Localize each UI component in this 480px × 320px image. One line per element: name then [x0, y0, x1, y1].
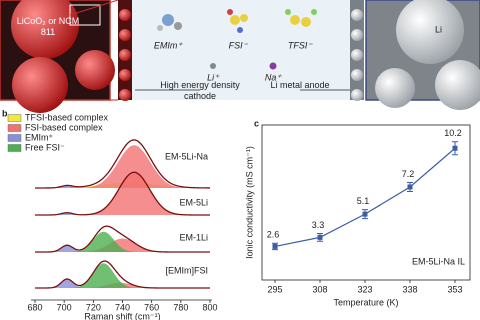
annotation: EM-5Li-Na IL — [412, 256, 465, 266]
data-label: 2.6 — [267, 230, 280, 240]
x-tick-label: 308 — [312, 284, 327, 294]
component-peak — [35, 238, 210, 252]
component-peak — [35, 279, 210, 288]
panel-c: c 295 308 323 338 353 Temperature (K) Ionic con… — [244, 118, 471, 307]
component-peak — [35, 185, 210, 188]
legend-label: FSI-based complex — [25, 122, 103, 132]
fit-line — [35, 139, 211, 189]
data-point — [362, 211, 368, 217]
legend-label: EMIm⁺ — [25, 132, 53, 142]
legend-label: Free FSI⁻ — [25, 142, 65, 152]
molecule-icons — [157, 9, 317, 70]
x-tick-label: 720 — [86, 302, 101, 312]
anode-label: Li metal anode — [270, 80, 330, 90]
component-peak — [35, 145, 210, 188]
anode-illustration — [365, 0, 480, 110]
data-label: 3.3 — [312, 220, 325, 230]
anode-material: Li — [435, 24, 442, 34]
data-point — [407, 184, 413, 190]
fit-line — [35, 225, 210, 253]
ion-label: EMIm⁺ — [154, 40, 183, 50]
panel-letter: b — [2, 108, 8, 118]
x-tick-label: 740 — [115, 302, 130, 312]
data-point — [452, 145, 458, 151]
legend-swatch — [7, 114, 22, 122]
x-tick-label: 760 — [144, 302, 159, 312]
legend-swatch — [7, 124, 22, 132]
x-tick-label: 353 — [447, 284, 462, 294]
cathode-illustration — [0, 0, 115, 113]
legend-swatch — [7, 144, 22, 152]
data-point — [272, 243, 278, 249]
x-tick-label: 338 — [402, 284, 417, 294]
data-label: 7.2 — [402, 169, 415, 179]
x-tick-label: 295 — [267, 284, 282, 294]
panel-letter: c — [254, 118, 259, 128]
cathode-material: LiCoO₂ or NCM 811 — [16, 16, 80, 37]
ion-label: Na⁺ — [265, 72, 283, 82]
x-tick-label: 680 — [27, 302, 42, 312]
fit-line — [35, 171, 210, 216]
ion-label: Li⁺ — [207, 72, 220, 82]
zoom-line — [69, 0, 119, 16]
ion-label: TFSI⁻ — [288, 40, 313, 50]
data-label: 5.1 — [357, 196, 370, 206]
component-peak — [35, 245, 210, 252]
sample-label: EM-5Li — [179, 197, 208, 207]
x-tick-label: 323 — [357, 284, 372, 294]
component-peak — [35, 212, 210, 215]
y-axis-label: Ionic conductivity (mS cm⁻¹) — [244, 146, 254, 259]
sample-label: EM-5Li-Na — [165, 151, 208, 161]
ion-label: FSI⁻ — [229, 40, 249, 50]
x-axis-label: Temperature (K) — [333, 297, 398, 307]
sample-label: EM-1Li — [179, 232, 208, 242]
x-tick-label: 780 — [173, 302, 188, 312]
x-tick-label: 700 — [57, 302, 72, 312]
cathode-label: High energy density cathode — [160, 80, 240, 101]
data-label: 10.2 — [444, 128, 462, 138]
x-tick-label: 800 — [202, 302, 217, 312]
cathode-edge — [118, 0, 132, 101]
legend-swatch — [7, 134, 22, 142]
data-point — [317, 234, 323, 240]
component-peak — [35, 172, 210, 215]
fit-line — [35, 260, 210, 289]
anode-edge — [350, 0, 364, 101]
sample-label: [EMIm]FSI — [166, 265, 209, 275]
plot-frame — [261, 124, 471, 281]
x-axis-label: Raman shift (cm⁻¹) — [84, 311, 160, 320]
legend-label: TFSI-based complex — [25, 112, 109, 122]
